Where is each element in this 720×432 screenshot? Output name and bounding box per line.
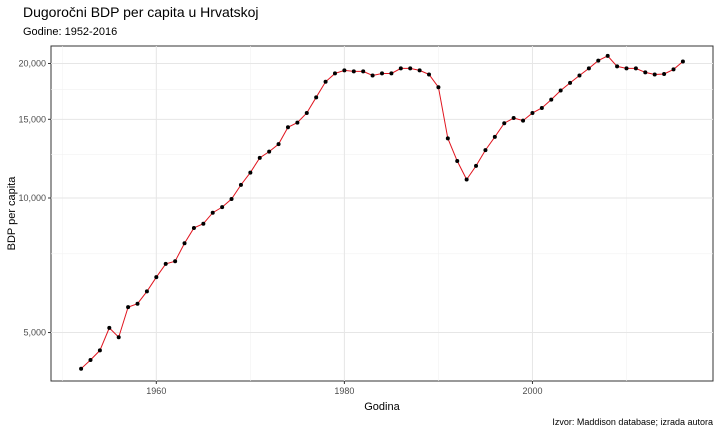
x-tick-label: 1960 <box>146 386 166 396</box>
data-point <box>474 163 479 168</box>
data-point <box>295 120 300 125</box>
data-point <box>248 170 253 175</box>
data-point <box>417 68 422 73</box>
data-point <box>652 72 657 77</box>
data-point <box>229 196 234 201</box>
data-point <box>79 366 84 371</box>
data-point <box>445 136 450 141</box>
minor-grid <box>51 46 713 381</box>
data-point <box>332 71 337 76</box>
data-point <box>351 69 356 74</box>
data-point <box>257 155 262 160</box>
y-tick-label: 15,000 <box>18 114 46 124</box>
data-point <box>267 149 272 154</box>
data-point <box>511 116 516 121</box>
data-point <box>88 358 93 363</box>
x-axis-label: Godina <box>364 401 400 413</box>
data-point <box>530 110 535 115</box>
data-point <box>163 261 168 266</box>
data-point <box>680 59 685 64</box>
data-point <box>191 225 196 230</box>
data-point <box>492 134 497 139</box>
data-point <box>455 159 460 164</box>
data-point <box>107 325 112 330</box>
data-point <box>605 53 610 58</box>
data-point <box>427 72 432 77</box>
data-point <box>285 125 290 130</box>
y-axis-label: BDP per capita <box>6 176 18 251</box>
data-point <box>577 73 582 78</box>
data-point <box>144 289 149 294</box>
data-point <box>135 301 140 306</box>
data-point <box>323 79 328 84</box>
data-point <box>276 142 281 147</box>
data-point <box>568 80 573 85</box>
y-tick-label: 10,000 <box>18 193 46 203</box>
data-point <box>361 69 366 74</box>
y-tick-label: 5,000 <box>23 328 46 338</box>
x-tick-label: 1980 <box>334 386 354 396</box>
data-point <box>97 348 102 353</box>
data-point <box>558 88 563 93</box>
data-point <box>643 70 648 75</box>
plot-panel <box>50 45 714 382</box>
data-point <box>370 73 375 78</box>
data-point <box>539 106 544 111</box>
data-point <box>436 85 441 90</box>
data-point <box>182 241 187 246</box>
data-point <box>671 67 676 72</box>
data-point <box>633 66 638 71</box>
data-point <box>314 95 319 100</box>
data-point <box>220 205 225 210</box>
data-point <box>210 210 215 215</box>
data-point <box>521 118 526 123</box>
data-point <box>389 71 394 76</box>
major-grid <box>51 46 713 381</box>
data-point <box>201 221 206 226</box>
data-point <box>116 335 121 340</box>
chart-subtitle: Godine: 1952-2016 <box>23 26 117 38</box>
data-point <box>408 66 413 71</box>
data-point <box>502 121 507 126</box>
data-point <box>624 66 629 71</box>
y-tick-label: 20,000 <box>18 58 46 68</box>
data-point <box>173 259 178 264</box>
x-tick-label: 2000 <box>522 386 542 396</box>
data-point <box>662 71 667 76</box>
data-point <box>238 182 243 187</box>
data-point <box>398 66 403 71</box>
series-points <box>79 53 685 371</box>
data-point <box>126 305 131 310</box>
data-point <box>304 110 309 115</box>
y-axis: 5,000 10,000 15,000 20,000 <box>18 58 51 338</box>
data-point <box>615 64 620 69</box>
chart-title: Dugoročni BDP per capita u Hrvatskoj <box>23 4 259 20</box>
data-point <box>464 177 469 182</box>
data-point <box>154 275 159 280</box>
data-point <box>586 66 591 71</box>
x-axis: 1960 1980 2000 <box>146 381 542 396</box>
data-point <box>342 68 347 73</box>
data-point <box>596 58 601 63</box>
data-point <box>380 71 384 76</box>
data-point <box>549 97 554 102</box>
chart-caption: Izvor: Maddison database; izrada autora <box>552 417 713 427</box>
data-point <box>483 148 488 153</box>
